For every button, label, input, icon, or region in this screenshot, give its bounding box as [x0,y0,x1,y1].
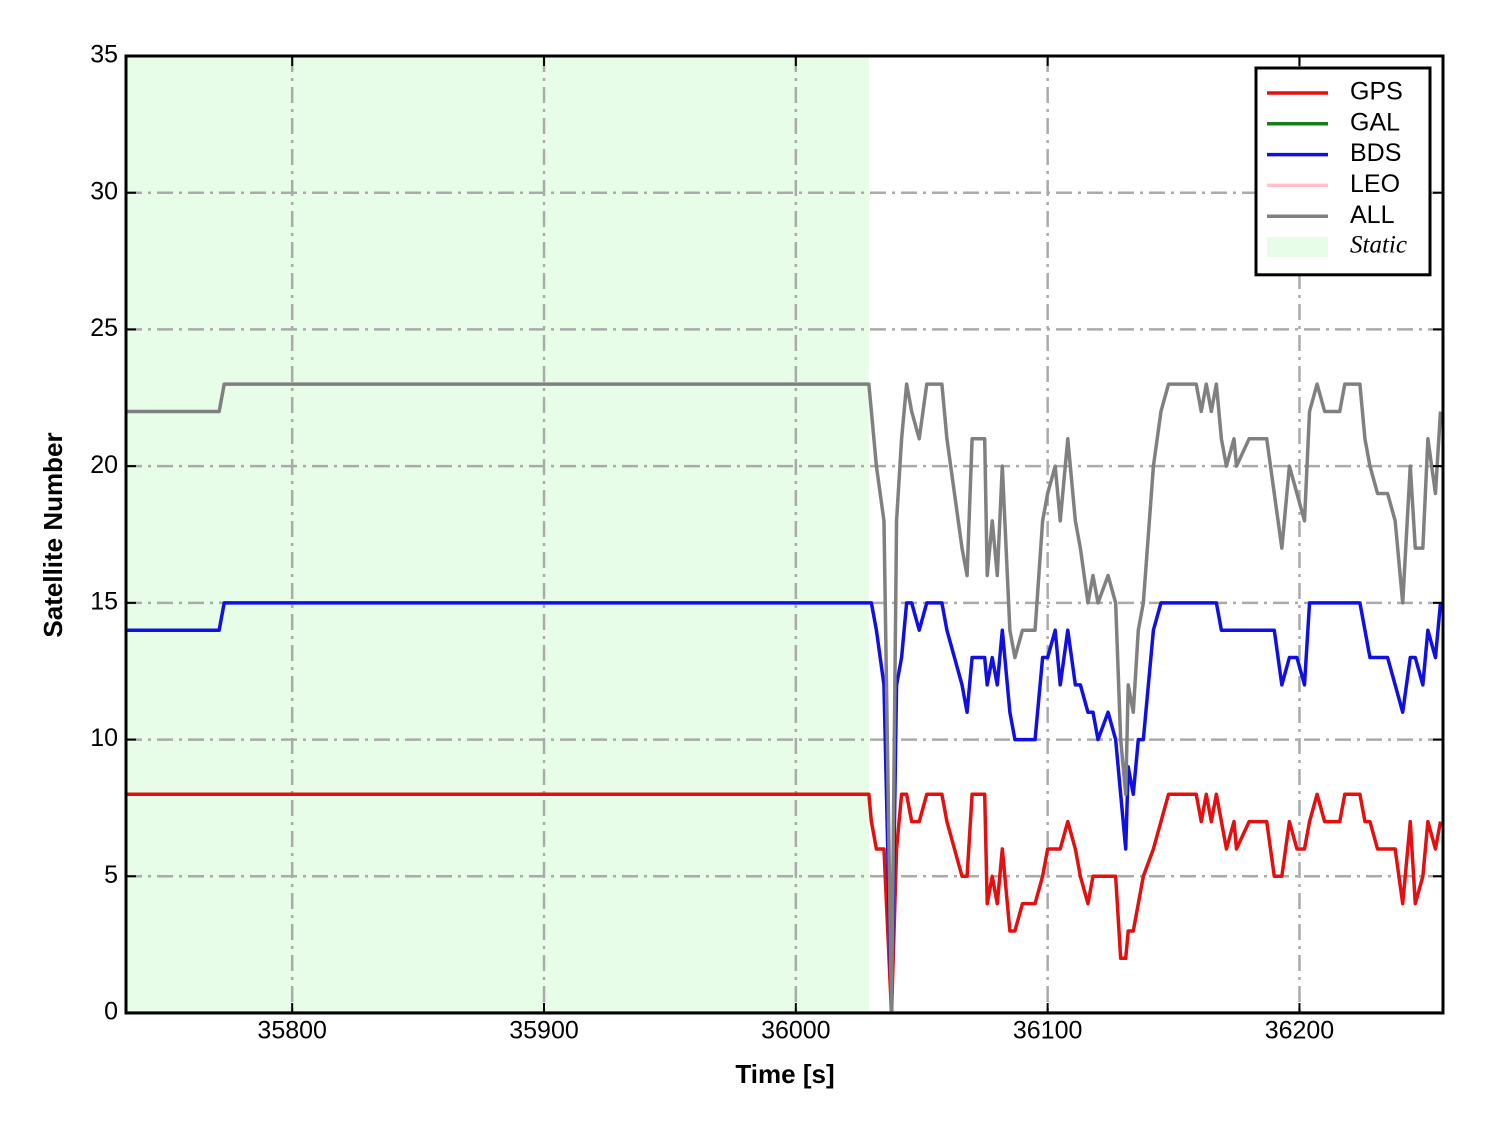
legend-label: BDS [1350,139,1401,167]
y-tick-label: 10 [90,724,118,752]
y-tick-label: 15 [90,587,118,615]
x-tick-label: 35900 [509,1017,579,1045]
y-axis-label: Satellite Number [38,432,68,637]
legend-label: GAL [1350,108,1400,136]
y-tick-label: 20 [90,451,118,479]
series-line [126,382,1443,1013]
plot-background [126,56,869,1013]
y-tick-label: 30 [90,177,118,205]
x-axis-label: Time [s] [735,1059,834,1089]
legend-swatch [1267,237,1328,257]
y-tick-label: 35 [90,41,118,69]
x-tick-label: 36200 [1265,1017,1335,1045]
series-line [126,792,1443,1013]
lines [126,382,1443,1013]
ticks: 0 5 10 15 20 25 30 35 35800 35900 36000 36100 36200 [90,41,1443,1045]
y-tick-label: 25 [90,314,118,342]
shaded-region [126,56,869,1013]
legend-label: GPS [1350,78,1403,106]
series-line [126,601,1443,1013]
plot-frame [124,54,1445,1015]
legend-label: Static [1350,232,1407,259]
y-tick-label: 0 [104,998,118,1026]
legend-label: LEO [1350,170,1400,198]
x-tick-label: 35800 [257,1017,327,1045]
legend-label: ALL [1350,201,1395,229]
x-tick-label: 36000 [761,1017,831,1045]
x-tick-label: 36100 [1013,1017,1083,1045]
y-tick-label: 5 [104,861,118,889]
